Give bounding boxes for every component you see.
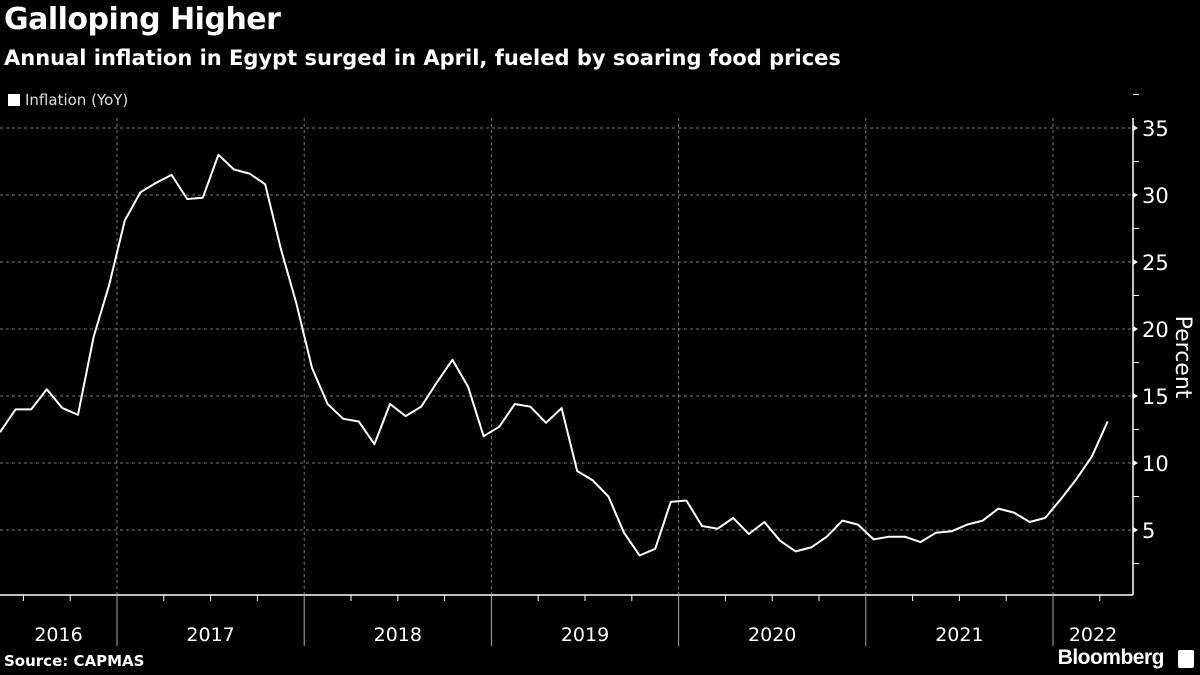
x-tick-label: 2022 [1069,624,1117,646]
y-tick [1133,259,1138,265]
legend-swatch [8,94,20,106]
axes: 5 10 15 20 25 30 35 2016 2017 2018 2019 2020 2021 202… [0,94,1169,646]
y-tick [1133,460,1138,466]
series-line-inflation [0,153,1109,557]
y-axis-label: Percent [1170,316,1195,399]
bloomberg-chart-icon [1178,650,1194,668]
x-tick-label: 2016 [34,624,82,646]
x-tick-label: 2021 [935,624,983,646]
source-note: Source: CAPMAS [4,652,145,670]
y-tick-label: 5 [1142,519,1155,543]
y-tick-label: 35 [1142,117,1169,141]
y-tick-label: 30 [1142,184,1169,208]
y-tick [1133,393,1138,399]
y-tick [1133,192,1138,198]
chart-subtitle: Annual inflation in Egypt surged in Apri… [4,46,841,70]
y-tick [1133,125,1138,131]
y-tick-label: 25 [1142,251,1169,275]
y-tick [1133,527,1138,533]
series-line-group [0,153,1109,557]
gridlines [0,118,1133,595]
legend-label: Inflation (YoY) [25,91,129,109]
y-tick-label: 20 [1142,318,1169,342]
x-tick-label: 2020 [748,624,796,646]
x-tick-label: 2017 [186,624,234,646]
legend: Inflation (YoY) [8,91,128,109]
chart-title: Galloping Higher [4,2,281,37]
x-tick-label: 2019 [561,624,609,646]
y-tick-label: 15 [1142,385,1169,409]
y-tick-label: 10 [1142,452,1169,476]
bloomberg-logo: Bloomberg [1057,646,1165,669]
x-tick-label: 2018 [374,624,422,646]
y-tick [1133,326,1138,332]
